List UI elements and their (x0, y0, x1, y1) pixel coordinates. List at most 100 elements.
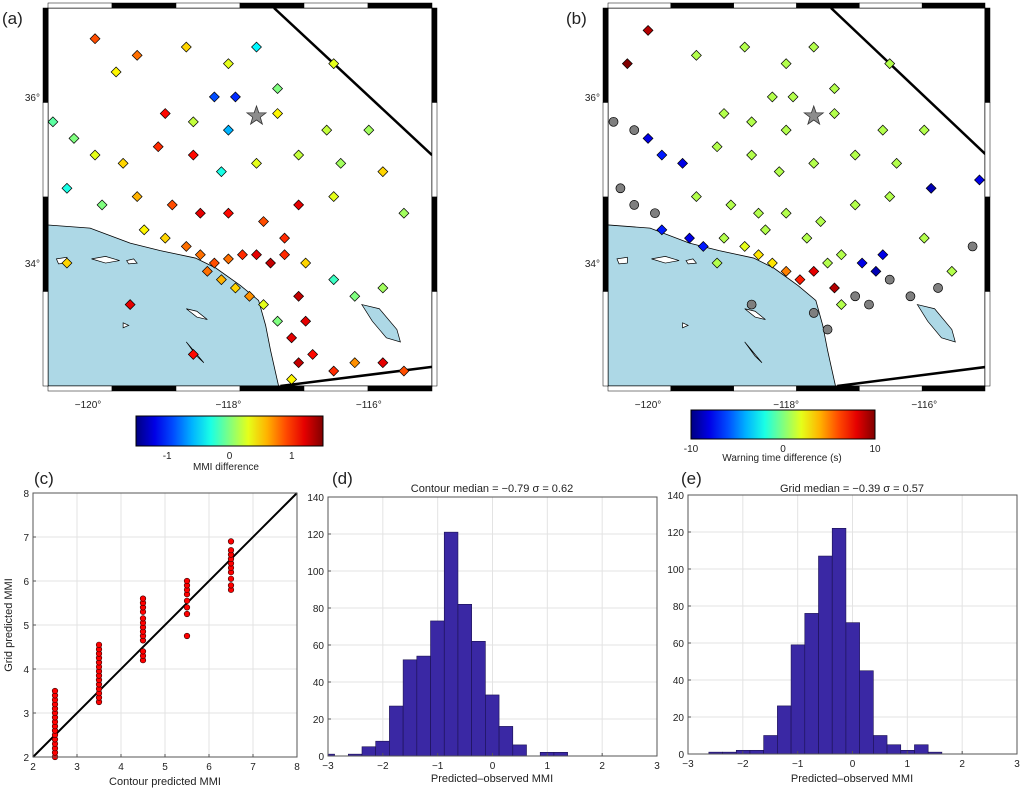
border-segment (431, 102, 438, 198)
y-tick-label: 100 (667, 565, 684, 576)
island (744, 341, 763, 363)
station-marker (68, 132, 80, 144)
station-marker (780, 124, 792, 136)
station-marker (138, 224, 150, 236)
station-marker (656, 149, 668, 161)
y-tick-label: 8 (23, 489, 29, 500)
x-tick-label: 6 (206, 762, 212, 773)
station-marker (293, 199, 305, 211)
histogram-bar (471, 640, 486, 756)
scatter-point (139, 648, 147, 655)
panel-label-b: (b) (566, 9, 587, 28)
histogram-bar (790, 644, 806, 754)
station-marker (194, 207, 206, 219)
border-segment (984, 196, 991, 292)
station-marker (711, 257, 723, 269)
station-marker (739, 240, 751, 252)
x-tick-label: 0 (490, 761, 496, 772)
island (122, 322, 130, 329)
y-tick-label: 40 (313, 678, 325, 689)
station-marker (780, 207, 792, 219)
histogram-bar (430, 620, 445, 756)
border-segment (303, 385, 369, 392)
y-tick-label: 4 (23, 665, 29, 676)
scatter-point (139, 595, 147, 602)
station-marker (377, 282, 389, 294)
hist-e-title: Grid median = −0.39 σ = 0.57 (780, 483, 924, 495)
border-segment (42, 196, 49, 292)
station-marker (877, 124, 889, 136)
x-tick-label: 2 (599, 761, 605, 772)
station-no-value (822, 324, 833, 335)
station-marker (870, 265, 882, 277)
station-marker (718, 108, 730, 119)
border-line (837, 365, 985, 386)
station-marker (328, 365, 340, 377)
station-marker (187, 348, 199, 360)
border-segment (47, 385, 113, 392)
hist-e-xlabel: Predicted–observed MMI (791, 773, 913, 785)
station-marker (377, 357, 389, 369)
border-segment (984, 291, 991, 387)
station-marker (48, 116, 59, 128)
x-tick-label: 2 (30, 762, 36, 773)
station-marker (244, 290, 255, 302)
ocean (48, 224, 279, 386)
station-marker (794, 274, 806, 286)
island (186, 308, 208, 320)
map-ytick-label: 36° (25, 93, 40, 104)
station-marker (222, 124, 234, 136)
y-tick-label: 80 (673, 602, 685, 613)
station-marker (328, 58, 340, 70)
station-marker (321, 124, 333, 136)
map-checker-border (602, 2, 991, 392)
histogram-bar (831, 527, 847, 754)
border-segment (42, 7, 49, 103)
station-marker (208, 91, 220, 103)
station-marker (124, 299, 136, 311)
station-marker (621, 58, 633, 70)
station-marker (166, 199, 178, 211)
y-tick-label: 3 (23, 709, 29, 720)
y-tick-label: 20 (313, 715, 325, 726)
histogram-bar (457, 603, 472, 756)
histogram-bar (402, 659, 418, 756)
colorbar-tick-label: 1 (289, 451, 295, 462)
x-tick-label: 0 (850, 759, 856, 770)
x-tick-label: −2 (377, 761, 389, 772)
scatter-point (51, 687, 59, 695)
station-marker (684, 232, 695, 244)
histogram-bar (845, 622, 860, 754)
station-marker (307, 348, 319, 360)
hist-d-xlabel: Predicted–observed MMI (431, 773, 553, 785)
station-marker (753, 207, 764, 219)
histogram-bar (818, 555, 833, 754)
station-marker (293, 290, 305, 302)
station-marker (222, 207, 234, 219)
station-marker (877, 249, 889, 261)
x-tick-label: 3 (1014, 759, 1020, 770)
histogram-bar (763, 735, 778, 754)
map-panel-a: −120° −118° −116° 34° 36° (25, 2, 438, 411)
station-marker (829, 108, 840, 119)
fault-line (830, 8, 985, 156)
station-marker (884, 58, 896, 70)
station-marker (222, 58, 234, 70)
map-ytick-label: 34° (585, 259, 600, 270)
station-marker (251, 157, 262, 169)
station-marker (180, 41, 192, 53)
station-marker (829, 83, 840, 95)
station-marker (152, 141, 164, 153)
border-segment (367, 385, 433, 392)
station-marker (286, 373, 298, 385)
border-segment (921, 385, 986, 392)
one-to-one-line (32, 492, 298, 758)
histogram-bar (886, 744, 902, 754)
border-segment (303, 2, 369, 9)
border-segment (921, 2, 986, 9)
station-marker (208, 257, 220, 269)
salton-sea-lake (916, 304, 956, 343)
station-marker (753, 249, 764, 261)
epicenter-star-icon (245, 104, 268, 126)
station-marker (349, 357, 361, 369)
